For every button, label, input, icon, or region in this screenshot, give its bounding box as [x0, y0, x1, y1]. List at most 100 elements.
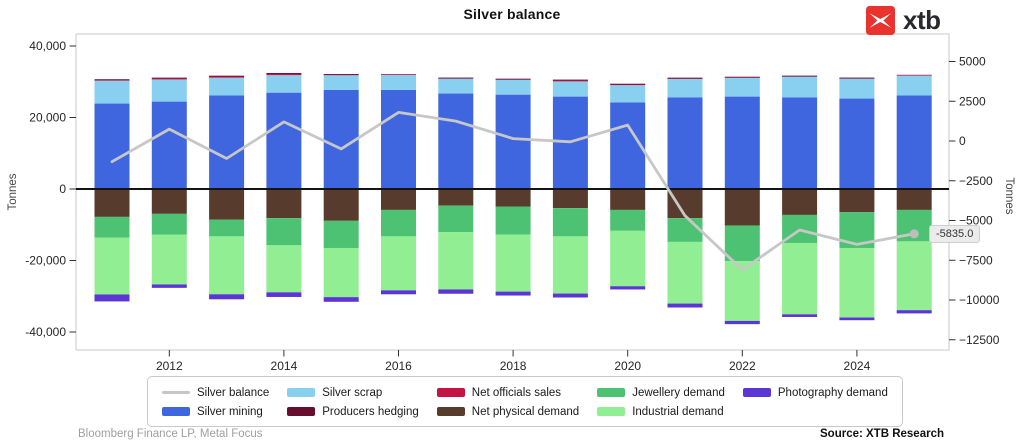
bar-segment-silver-mining	[266, 92, 302, 189]
bar-segment-silver-scrap	[667, 78, 703, 98]
bar-segment-photography-demand	[724, 320, 760, 325]
legend-item-net-officials-sales: Net officials sales	[436, 386, 579, 399]
xtb-logo-text: xtb	[903, 5, 941, 35]
legend-label: Industrial demand	[632, 405, 724, 418]
bar-segment-jewellery-demand	[381, 209, 416, 237]
bar-segment-silver-scrap	[381, 74, 416, 90]
bar-segment-producers-hedging	[438, 77, 474, 79]
bar-segment-silver-mining	[94, 103, 130, 189]
balance-endpoint-marker	[909, 229, 919, 239]
left-axis-tick-label: 20,000	[29, 111, 66, 125]
legend-item-photography-demand: Photography demand	[742, 387, 888, 399]
right-axis-tick-label: −12500	[959, 333, 1000, 347]
x-axis-tick-label: 2014	[271, 359, 298, 373]
bar-segment-net-officials-sales	[266, 73, 302, 76]
x-axis-tick-label: 2012	[156, 359, 183, 373]
x-axis-tick-label: 2018	[500, 359, 527, 373]
legend-swatch-producers-hedging	[287, 407, 316, 416]
bar-segment-photography-demand	[552, 293, 588, 298]
bar-segment-industrial-demand	[667, 241, 703, 304]
bar-segment-silver-mining	[495, 94, 531, 189]
bar-segment-producers-hedging	[151, 77, 187, 79]
bar-segment-producers-hedging	[209, 75, 245, 77]
bar-segment-photography-demand	[209, 294, 245, 300]
right-axis-tick-label: −5000	[959, 214, 993, 228]
bar-segment-net-physical-demand	[266, 189, 302, 219]
bar-segment-industrial-demand	[438, 232, 474, 290]
legend-label: Producers hedging	[322, 405, 419, 418]
legend-item-producers-hedging: Producers hedging	[287, 406, 419, 418]
bar-segment-industrial-demand	[323, 247, 359, 298]
legend-item-net-physical-demand: Net physical demand	[436, 406, 579, 418]
bar-segment-silver-mining	[209, 95, 245, 189]
bar-segment-producers-hedging	[724, 76, 760, 78]
bar-segment-producers-hedging	[552, 79, 588, 81]
bar-segment-producers-hedging	[610, 83, 646, 85]
bar-segment-photography-demand	[266, 292, 302, 297]
bar-segment-silver-mining	[381, 89, 416, 189]
bar-segment-net-officials-sales	[209, 76, 245, 78]
legend-swatch-silver-balance	[162, 391, 190, 394]
bar-segment-net-officials-sales	[667, 77, 703, 79]
data-source-credit: Bloomberg Finance LP, Metal Focus	[78, 428, 263, 440]
bar-segment-silver-scrap	[724, 77, 760, 97]
bar-segment-silver-mining	[438, 93, 474, 189]
bar-segment-silver-scrap	[151, 79, 187, 102]
bar-segment-silver-scrap	[438, 78, 474, 94]
legend-swatch-jewellery-demand	[597, 388, 626, 397]
legend-label: Silver balance	[197, 386, 270, 399]
legend-swatch-photography-demand	[742, 388, 771, 397]
legend-label: Net officials sales	[471, 386, 562, 399]
bar-segment-silver-mining	[782, 97, 818, 189]
xtb-x-icon	[866, 6, 895, 35]
bar-segment-net-physical-demand	[552, 189, 588, 209]
source-credit: Source: XTB Research	[820, 428, 944, 440]
bar-segment-industrial-demand	[839, 247, 875, 318]
bar-segment-net-physical-demand	[782, 189, 818, 215]
chart-title: Silver balance	[463, 6, 561, 22]
bar-segment-producers-hedging	[323, 74, 359, 75]
bar-segment-producers-hedging	[782, 75, 818, 77]
bar-segment-photography-demand	[323, 297, 359, 302]
bar-segment-producers-hedging	[839, 77, 875, 79]
bar-segment-photography-demand	[782, 314, 818, 317]
bar-segment-photography-demand	[495, 291, 531, 296]
left-axis-title: Tonnes	[7, 173, 19, 210]
bar-segment-silver-mining	[839, 98, 875, 189]
bar-segment-net-physical-demand	[438, 189, 474, 206]
legend-swatch-industrial-demand	[597, 407, 626, 416]
bar-segment-producers-hedging	[266, 72, 302, 74]
bar-segment-jewellery-demand	[552, 208, 588, 237]
bar-segment-photography-demand	[94, 294, 130, 302]
bar-segment-photography-demand	[381, 290, 416, 295]
bar-segment-net-physical-demand	[610, 189, 646, 210]
bar-segment-silver-scrap	[896, 75, 932, 96]
bar-segment-photography-demand	[151, 284, 187, 288]
bar-segment-industrial-demand	[381, 236, 416, 291]
right-axis-tick-label: 0	[959, 134, 966, 148]
bar-segment-silver-mining	[323, 89, 359, 189]
bar-segment-industrial-demand	[209, 236, 245, 295]
bar-segment-net-officials-sales	[381, 74, 416, 75]
legend-swatch-net-officials-sales	[436, 388, 465, 397]
bar-segment-net-physical-demand	[495, 189, 531, 207]
legend-label: Jewellery demand	[632, 386, 725, 399]
left-axis-tick-label: -40,000	[25, 325, 66, 339]
bar-segment-jewellery-demand	[495, 206, 531, 235]
left-axis-tick-label: -20,000	[25, 254, 66, 268]
bar-segment-silver-scrap	[495, 79, 531, 95]
bar-segment-silver-scrap	[552, 81, 588, 97]
bar-segment-jewellery-demand	[667, 218, 703, 242]
bar-segment-jewellery-demand	[438, 205, 474, 233]
bar-segment-industrial-demand	[151, 234, 187, 285]
legend: Silver balance Silver mining Silver scrap P…	[147, 376, 903, 427]
bar-segment-photography-demand	[610, 286, 646, 290]
bar-segment-net-physical-demand	[151, 189, 187, 214]
x-axis-tick-label: 2016	[385, 359, 412, 373]
legend-label: Silver scrap	[322, 386, 383, 399]
bar-segment-net-physical-demand	[323, 189, 359, 221]
bar-segment-silver-scrap	[323, 75, 359, 90]
bar-segment-jewellery-demand	[94, 216, 130, 238]
